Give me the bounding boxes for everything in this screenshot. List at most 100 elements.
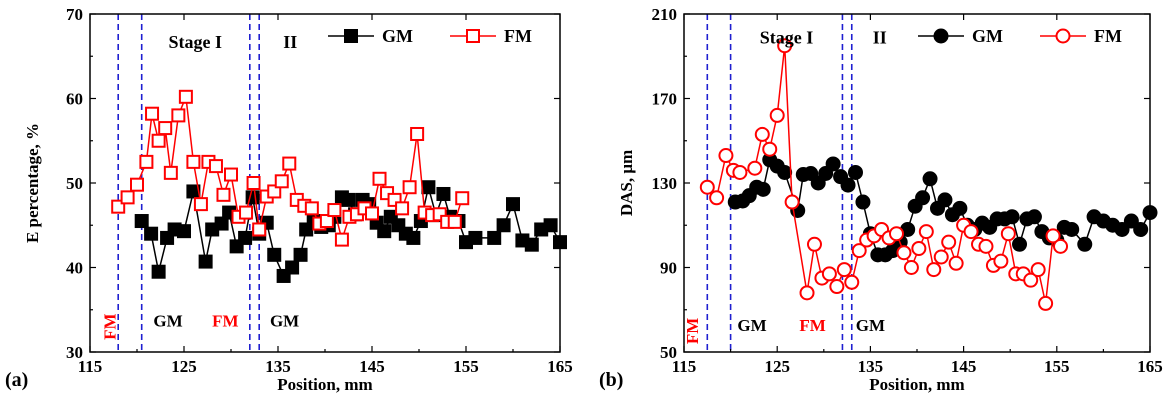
data-point-gm (285, 260, 300, 275)
data-point-gm (496, 218, 511, 233)
data-point-fm (239, 205, 254, 220)
zone-label: GM (737, 316, 766, 335)
data-point-fm (896, 245, 912, 261)
x-tick-label: 115 (672, 357, 697, 376)
data-point-gm (1123, 213, 1139, 229)
ticks (683, 13, 1151, 353)
data-point-fm (851, 243, 867, 259)
data-point-fm (978, 238, 994, 254)
data-point-fm (224, 167, 238, 182)
legend-label: FM (504, 26, 532, 46)
data-point-fm (926, 262, 942, 278)
data-point-fm (402, 180, 417, 195)
zone-labels: FM GM FM GM (683, 316, 885, 344)
y-tick-label: 70 (66, 5, 83, 24)
x-tick-label: 155 (453, 357, 479, 376)
data-point-fm (993, 253, 1009, 269)
data-point-fm (246, 176, 261, 190)
data-point-fm (1000, 226, 1016, 242)
data-point-fm (1053, 238, 1069, 254)
x-tick-label: 125 (171, 357, 197, 376)
data-point-fm (888, 226, 904, 242)
data-point-fm (334, 232, 349, 247)
ticks (89, 13, 561, 353)
data-point-gm (840, 177, 856, 193)
data-point-gm (214, 216, 229, 231)
legend-marker (933, 28, 949, 44)
y-tick-label: 50 (660, 343, 677, 362)
stage-labels: Stage I II (169, 32, 298, 52)
stage-label: Stage I (760, 28, 814, 48)
data-point-fm (948, 255, 964, 271)
data-point-fm (410, 126, 425, 141)
data-point-fm (836, 262, 852, 278)
data-point-gm (755, 181, 771, 197)
panel-b: 115 125 135 145 155 165 50 90 130 170 210 Position… (599, 5, 1163, 394)
data-point-fm (941, 234, 957, 250)
data-point-fm (762, 141, 778, 157)
y-tick-label: 170 (652, 90, 678, 109)
data-point-fm (455, 191, 470, 206)
data-point-fm (395, 201, 410, 216)
data-point-fm (120, 190, 135, 205)
data-point-fm (829, 279, 845, 295)
data-point-gm (238, 230, 253, 245)
x-tick-label: 145 (951, 357, 977, 376)
zone-label: FM (100, 313, 119, 339)
zone-label: FM (799, 316, 825, 335)
data-point-fm (963, 224, 979, 240)
series-line-fm (706, 45, 1062, 304)
x-tick-label: 125 (764, 357, 790, 376)
data-point-fm (732, 164, 748, 180)
data-point-fm (216, 187, 231, 202)
data-point-gm (406, 230, 421, 245)
data-point-gm (825, 156, 841, 172)
data-point-fm (267, 184, 282, 199)
x-tick-label: 135 (265, 357, 291, 376)
stage-lines (117, 14, 261, 352)
data-point-fm (784, 194, 800, 210)
legend-marker (466, 29, 480, 43)
stage-label: II (873, 28, 887, 48)
tick-labels: 115 125 135 145 155 165 50 90 130 170 210 (652, 5, 1163, 376)
data-point-gm (267, 247, 282, 262)
data-point-fm (844, 274, 860, 290)
data-point-fm (447, 214, 462, 229)
data-point-fm (139, 154, 154, 169)
data-point-gm (1064, 221, 1080, 237)
data-point-fm (178, 89, 193, 104)
data-point-fm (186, 154, 201, 169)
data-point-gm (543, 218, 558, 233)
data-point-gm (377, 224, 392, 239)
series-layer (111, 89, 567, 283)
plot-frame (89, 13, 561, 353)
data-point-fm (918, 224, 934, 240)
legend-label: GM (972, 26, 1003, 46)
data-point-gm (922, 171, 938, 187)
data-point-fm (151, 133, 166, 148)
data-point-gm (1012, 236, 1028, 252)
data-point-gm (151, 264, 166, 279)
zone-label: GM (153, 312, 182, 331)
data-point-fm (903, 260, 919, 275)
data-point-fm (718, 148, 734, 164)
y-tick-label: 130 (652, 174, 678, 193)
data-point-gm (134, 214, 149, 229)
zone-label: GM (856, 316, 885, 335)
data-point-fm (208, 159, 223, 174)
legend-label: GM (382, 26, 413, 46)
panel-a: 115 125 135 145 155 165 30 40 50 60 70 Position, m… (5, 5, 573, 394)
x-axis-title: Position, mm (277, 375, 372, 394)
data-point-fm (1038, 295, 1054, 311)
data-point-gm (177, 224, 191, 239)
y-axis-title: DAS, μm (617, 150, 636, 216)
data-point-fm (799, 285, 815, 301)
data-point-fm (145, 106, 160, 121)
data-point-fm (372, 171, 387, 186)
data-point-gm (524, 237, 539, 252)
data-point-fm (754, 126, 770, 142)
data-point-fm (769, 107, 785, 123)
data-point-gm (915, 190, 931, 206)
data-point-gm (1026, 209, 1042, 225)
x-tick-label: 165 (547, 357, 573, 376)
